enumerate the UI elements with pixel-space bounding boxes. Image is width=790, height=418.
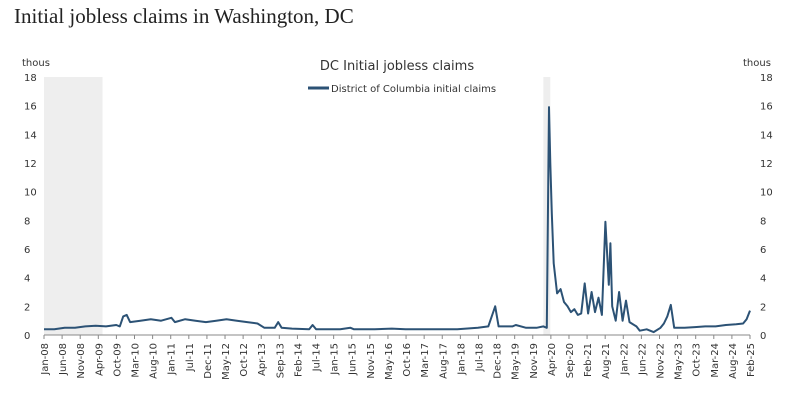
series-line-dc-initial-claims — [44, 106, 751, 334]
y-tick-left: 8 — [24, 216, 30, 227]
y-tick-left: 16 — [24, 102, 37, 113]
y-tick-right: 16 — [760, 102, 773, 113]
x-tick-label: Dec-11 — [203, 343, 214, 379]
x-tick-label: Jul-18 — [474, 343, 485, 372]
x-tick-label: May-23 — [674, 343, 685, 380]
x-tick-label: Oct-09 — [112, 343, 123, 377]
y-tick-left: 12 — [24, 159, 37, 170]
x-tick-label: Mar-17 — [420, 343, 431, 378]
x-tick-label: Dec-18 — [493, 343, 504, 379]
x-tick-label: Apr-13 — [257, 343, 268, 376]
x-tick-label: Jun-08 — [58, 343, 69, 376]
x-tick-label: Feb-21 — [583, 343, 594, 377]
y-tick-right: 0 — [760, 331, 766, 342]
x-tick-label: May-12 — [221, 343, 232, 380]
y-tick-left: 10 — [24, 188, 37, 199]
x-tick-label: Oct-12 — [239, 343, 250, 377]
y-tick-right: 10 — [760, 188, 773, 199]
x-tick-label: Mar-24 — [710, 343, 721, 378]
y-tick-left: 14 — [24, 130, 37, 141]
y-unit-left: thous — [22, 58, 50, 69]
y-tick-right: 4 — [760, 274, 766, 285]
x-tick-label: Feb-25 — [746, 343, 757, 377]
x-tick-label: Jan-22 — [619, 343, 630, 376]
x-tick-label: Jun-22 — [637, 343, 648, 376]
recession-shading — [543, 77, 551, 335]
y-tick-left: 2 — [24, 302, 30, 313]
chart-title: DC Initial jobless claims — [320, 59, 474, 74]
x-tick-label: Jan-08 — [40, 343, 51, 376]
x-tick-label: Jul-11 — [185, 343, 196, 372]
x-tick-label: Aug-17 — [438, 343, 449, 379]
x-tick-label: May-19 — [511, 343, 522, 380]
x-tick-label: Oct-16 — [402, 343, 413, 377]
x-tick-label: May-16 — [384, 343, 395, 380]
x-tick-label: Feb-14 — [293, 343, 304, 377]
x-tick-label: Mar-10 — [131, 343, 142, 378]
x-tick-label: Oct-23 — [692, 343, 703, 377]
y-tick-left: 4 — [24, 274, 30, 285]
y-tick-right: 12 — [760, 159, 773, 170]
x-tick-label: Jan-18 — [456, 343, 467, 376]
x-tick-label: Nov-22 — [655, 343, 666, 379]
recession-shading — [44, 77, 103, 335]
y-unit-right: thous — [743, 58, 771, 69]
x-tick-label: Jan-11 — [167, 343, 178, 376]
x-tick-label: Nov-15 — [366, 343, 377, 379]
x-tick-label: Aug-24 — [728, 343, 739, 379]
legend-label: District of Columbia initial claims — [331, 84, 496, 95]
y-tick-left: 0 — [24, 331, 30, 342]
x-tick-label: Nov-08 — [76, 343, 87, 379]
x-tick-label: Sep-13 — [275, 343, 286, 378]
y-tick-left: 18 — [24, 73, 37, 84]
x-tick-label: Jan-15 — [330, 343, 341, 376]
x-tick-label: Jul-14 — [312, 343, 323, 372]
x-tick-label: Jun-15 — [348, 343, 359, 376]
y-tick-right: 2 — [760, 302, 766, 313]
x-tick-label: Nov-19 — [529, 343, 540, 379]
x-tick-label: Apr-20 — [547, 343, 558, 376]
x-tick-label: Aug-21 — [601, 343, 612, 379]
x-tick-label: Sep-20 — [565, 343, 576, 378]
x-tick-label: Apr-09 — [94, 343, 105, 376]
y-tick-right: 8 — [760, 216, 766, 227]
x-tick-label: Aug-10 — [149, 343, 160, 379]
y-tick-right: 6 — [760, 245, 766, 256]
y-tick-left: 6 — [24, 245, 30, 256]
page-title: Initial jobless claims in Washington, DC — [14, 4, 354, 28]
y-tick-right: 18 — [760, 73, 773, 84]
y-tick-right: 14 — [760, 130, 773, 141]
